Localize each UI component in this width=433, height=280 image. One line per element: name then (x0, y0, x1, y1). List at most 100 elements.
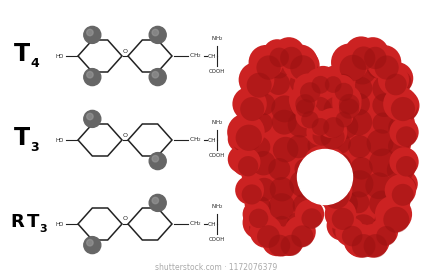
Circle shape (235, 176, 264, 205)
Circle shape (228, 145, 256, 173)
Circle shape (87, 239, 93, 246)
Circle shape (233, 132, 252, 152)
Circle shape (339, 162, 375, 198)
Ellipse shape (240, 47, 326, 247)
Circle shape (245, 190, 273, 218)
Circle shape (384, 187, 410, 214)
Circle shape (364, 234, 387, 258)
Circle shape (308, 66, 338, 96)
Circle shape (267, 228, 296, 256)
Circle shape (330, 104, 353, 127)
Text: CH: CH (208, 53, 216, 59)
Circle shape (335, 217, 365, 246)
Circle shape (291, 225, 313, 248)
Circle shape (149, 26, 166, 43)
Circle shape (364, 47, 387, 69)
Circle shape (344, 150, 375, 180)
Text: 4: 4 (30, 57, 39, 69)
Circle shape (295, 66, 324, 94)
Circle shape (322, 156, 343, 177)
Text: COOH: COOH (209, 153, 225, 158)
Text: O: O (123, 132, 127, 137)
Circle shape (273, 137, 298, 162)
Circle shape (365, 67, 401, 102)
Circle shape (391, 97, 415, 121)
Circle shape (389, 147, 419, 176)
Circle shape (335, 83, 353, 101)
Circle shape (372, 113, 394, 134)
Circle shape (320, 69, 343, 93)
Circle shape (365, 172, 392, 199)
Text: O: O (123, 48, 127, 53)
Circle shape (348, 135, 371, 158)
Circle shape (326, 153, 352, 179)
Circle shape (387, 157, 414, 183)
Circle shape (149, 194, 166, 211)
Circle shape (250, 196, 271, 217)
Circle shape (246, 171, 278, 202)
Circle shape (344, 224, 378, 258)
Circle shape (306, 111, 331, 136)
Circle shape (389, 118, 419, 147)
Circle shape (332, 85, 362, 115)
Circle shape (356, 224, 390, 258)
Circle shape (359, 164, 394, 200)
Text: 3: 3 (39, 224, 47, 234)
Circle shape (301, 208, 322, 229)
Text: $\mathregular{CH_2}$: $\mathregular{CH_2}$ (189, 52, 202, 60)
Circle shape (348, 93, 370, 115)
Circle shape (362, 139, 400, 178)
Circle shape (301, 74, 322, 94)
Circle shape (245, 130, 272, 158)
Circle shape (396, 156, 417, 176)
Ellipse shape (297, 74, 352, 130)
Circle shape (282, 161, 320, 198)
Text: T: T (14, 42, 30, 66)
Circle shape (268, 158, 290, 180)
Circle shape (331, 43, 369, 81)
Circle shape (240, 97, 264, 121)
Circle shape (349, 234, 372, 256)
Circle shape (339, 100, 374, 136)
Circle shape (339, 98, 359, 119)
Circle shape (348, 56, 377, 85)
Circle shape (369, 191, 395, 216)
Circle shape (374, 211, 397, 235)
Circle shape (274, 226, 304, 256)
Circle shape (284, 64, 314, 94)
Circle shape (332, 208, 354, 230)
Circle shape (350, 157, 373, 179)
Text: $\mathregular{CH_2}$: $\mathregular{CH_2}$ (189, 220, 202, 228)
Text: HO: HO (55, 137, 64, 143)
Circle shape (327, 176, 352, 200)
Circle shape (320, 125, 345, 150)
Circle shape (385, 174, 416, 206)
Circle shape (271, 95, 298, 122)
Circle shape (287, 212, 311, 236)
Circle shape (392, 184, 414, 206)
Circle shape (251, 151, 276, 176)
Circle shape (247, 107, 274, 133)
Circle shape (314, 73, 336, 95)
Circle shape (273, 235, 294, 256)
Circle shape (152, 29, 158, 36)
Circle shape (344, 227, 373, 256)
Circle shape (362, 182, 397, 217)
Circle shape (323, 183, 349, 209)
Circle shape (300, 167, 334, 201)
Circle shape (84, 26, 101, 43)
Circle shape (307, 118, 334, 146)
Circle shape (267, 210, 293, 236)
Circle shape (263, 151, 292, 180)
Circle shape (342, 205, 380, 243)
Circle shape (87, 71, 93, 78)
Circle shape (288, 111, 313, 137)
Circle shape (339, 94, 359, 115)
Circle shape (280, 47, 303, 69)
Circle shape (336, 111, 352, 127)
Circle shape (307, 133, 332, 158)
Circle shape (347, 191, 369, 213)
Circle shape (281, 204, 313, 237)
Circle shape (383, 207, 409, 233)
Circle shape (318, 65, 355, 103)
